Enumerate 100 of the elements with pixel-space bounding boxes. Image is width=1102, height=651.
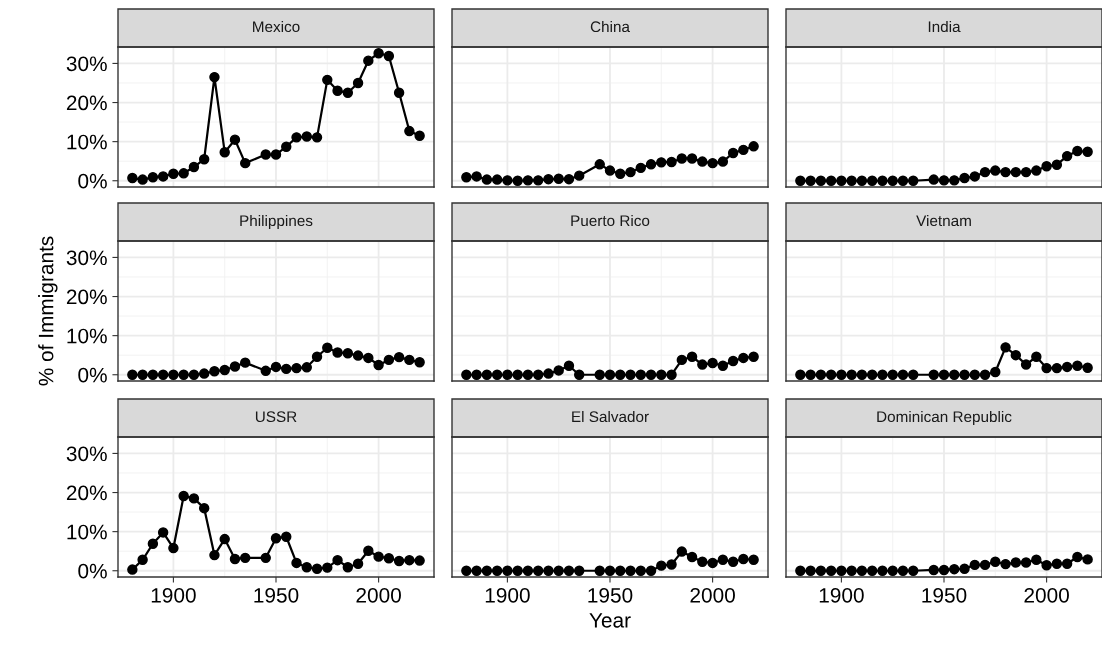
point	[1031, 165, 1042, 176]
point	[990, 556, 1001, 567]
point	[383, 50, 395, 62]
point	[168, 542, 179, 554]
point	[645, 565, 657, 576]
point	[1010, 166, 1022, 178]
point	[1020, 557, 1032, 568]
point	[311, 132, 323, 143]
point	[635, 565, 646, 576]
y-axis-title: % of Immigrants	[38, 236, 58, 386]
point	[887, 175, 898, 186]
point	[393, 87, 405, 98]
point	[240, 157, 251, 169]
point	[979, 369, 991, 380]
point	[137, 554, 148, 566]
point	[332, 347, 343, 358]
point	[1031, 554, 1042, 566]
point	[137, 174, 148, 185]
point	[168, 369, 179, 380]
point	[563, 173, 575, 185]
point	[1000, 166, 1011, 178]
y-tick-label: 30%	[66, 56, 107, 72]
x-tick-label: 1950	[922, 587, 967, 603]
point	[481, 174, 493, 185]
point	[625, 166, 636, 178]
point	[127, 564, 138, 575]
chart-title: USSR	[255, 411, 297, 423]
point	[686, 351, 698, 362]
point	[825, 369, 837, 380]
point	[1010, 557, 1022, 568]
point	[553, 565, 564, 576]
point	[219, 146, 230, 158]
point	[877, 565, 888, 576]
point	[928, 564, 939, 576]
point	[563, 360, 575, 371]
point	[1010, 349, 1022, 361]
point	[1082, 554, 1093, 565]
point	[553, 365, 564, 376]
point	[281, 531, 292, 542]
point	[897, 175, 909, 186]
chart-title: Puerto Rico	[571, 214, 650, 227]
point	[686, 153, 698, 164]
chart-title: El Salvador	[572, 410, 649, 423]
point	[147, 538, 159, 549]
x-tick-label: 1950	[254, 587, 299, 603]
point	[543, 173, 554, 185]
point	[1041, 161, 1052, 172]
point	[229, 553, 241, 565]
point	[563, 565, 575, 576]
point	[594, 369, 605, 380]
point	[188, 161, 200, 173]
y-tick-label: 20%	[66, 95, 107, 111]
point	[322, 74, 333, 86]
point	[949, 563, 960, 575]
point	[147, 369, 159, 380]
point	[969, 559, 980, 571]
point	[697, 359, 708, 370]
point	[471, 369, 482, 380]
point	[656, 369, 667, 380]
point	[383, 354, 395, 366]
point	[707, 357, 718, 369]
point	[615, 168, 626, 179]
point	[938, 564, 950, 576]
point	[615, 565, 626, 576]
point	[363, 545, 374, 557]
point	[805, 565, 816, 576]
point	[846, 175, 857, 186]
point	[1000, 342, 1011, 353]
point	[532, 565, 544, 576]
point	[1082, 146, 1093, 158]
y-tick-label: 0%	[78, 367, 107, 383]
point	[198, 502, 210, 514]
point	[260, 552, 271, 564]
point	[897, 369, 909, 380]
point	[604, 565, 616, 576]
point	[311, 563, 323, 574]
point	[836, 565, 847, 576]
y-tick-label: 20%	[66, 289, 107, 305]
point	[959, 563, 970, 574]
point	[856, 369, 868, 380]
point	[949, 369, 960, 380]
point	[532, 175, 544, 186]
point	[908, 565, 919, 576]
point	[311, 351, 323, 362]
point	[1041, 560, 1052, 571]
point	[908, 369, 919, 380]
point	[856, 175, 868, 186]
y-tick-label: 30%	[66, 250, 107, 266]
point	[209, 366, 220, 377]
point	[502, 175, 513, 186]
point	[1072, 145, 1083, 157]
point	[625, 369, 636, 380]
point	[137, 369, 148, 380]
point	[1061, 150, 1073, 162]
point	[178, 369, 189, 380]
point	[281, 141, 292, 152]
point	[301, 562, 312, 573]
point	[748, 351, 759, 362]
point	[414, 130, 425, 141]
point	[301, 131, 312, 142]
